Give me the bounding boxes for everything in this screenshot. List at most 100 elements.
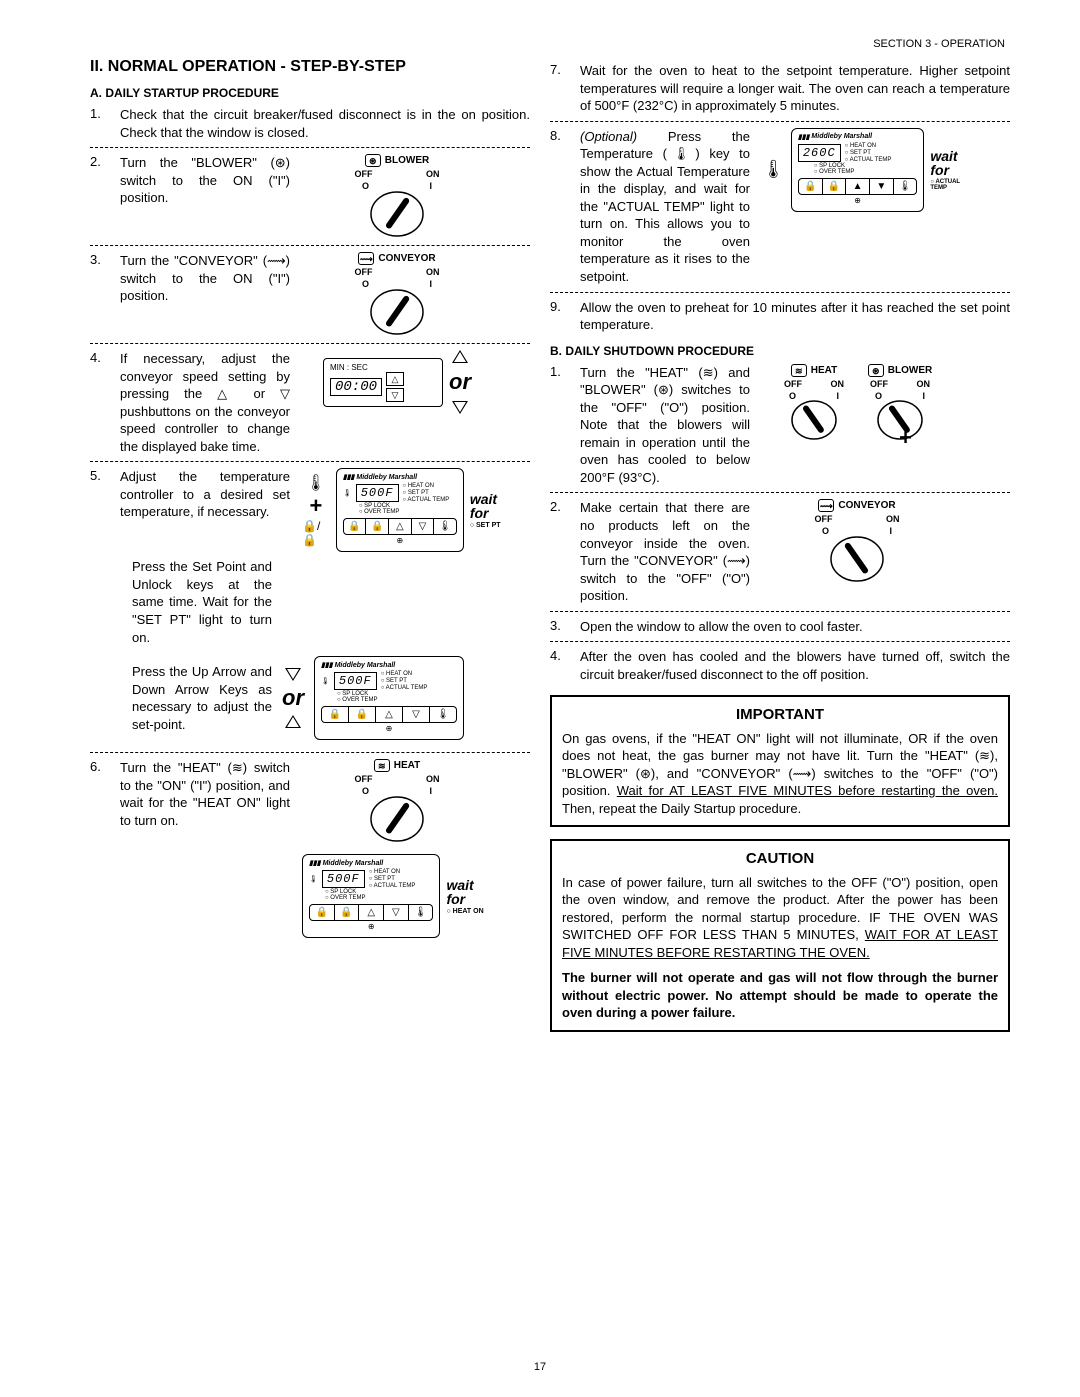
on-label: ON [917, 379, 931, 389]
step-num: 9. [550, 299, 568, 314]
conveyor-dial: ⟿CONVEYOR OFFON OI [302, 252, 492, 337]
down-btn: ▽ [386, 388, 404, 402]
step-num: 3. [90, 252, 108, 267]
important-title: IMPORTANT [562, 705, 998, 725]
shutdown-4: 4. After the oven has cooled and the blo… [550, 648, 1010, 683]
minsec-label: MIN : SEC [330, 363, 436, 372]
conveyor-off-dial: ⟿CONVEYOR OFFON OI [762, 499, 952, 584]
button-row: 🔒🔒△▽🌡 [309, 904, 433, 921]
control-panel: ▮▮▮ Middleby Marshall 260C HEAT ONSET PT… [791, 128, 925, 212]
step-5-sub1: Press the Set Point and Unlock keys at t… [132, 558, 530, 646]
on-label: ON [426, 267, 440, 277]
button-row: 🔒🔒▲▼🌡 [798, 178, 918, 195]
caution-text-2: The burner will not operate and gas will… [562, 969, 998, 1022]
step-text: After the oven has cooled and the blower… [580, 648, 1010, 683]
i-label: I [889, 526, 892, 536]
content-columns: II. NORMAL OPERATION - STEP-BY-STEP A. D… [90, 58, 1010, 1032]
step-6: 6. Turn the "HEAT" (≋) switch to the "ON… [90, 759, 530, 938]
separator [90, 461, 530, 462]
conveyor-icon: ⟿ [358, 252, 374, 265]
on-label: ON [886, 514, 900, 524]
screw-icon: ⊕ [321, 724, 457, 733]
off-label: OFF [355, 267, 373, 277]
leds: HEAT ONSET PTACTUAL TEMP [403, 483, 450, 503]
step-5: 5. Adjust the temperature controller to … [90, 468, 530, 552]
step-3: 3. Turn the "CONVEYOR" (⟿) switch to the… [90, 252, 530, 337]
wait-for: wait for [446, 878, 492, 906]
dial-icon [829, 534, 885, 584]
caution-title: CAUTION [562, 849, 998, 869]
plus-text: + [899, 425, 912, 451]
heat-blower-dials: ≋HEAT OFFON OI ⊛BLOWER OFFON OI + [762, 364, 952, 451]
actual-temp-panel: 🌡 ▮▮▮ Middleby Marshall 260C HEAT ONSET … [762, 128, 974, 212]
up-arrow-icon [285, 715, 301, 728]
thermometer-icon: 🌡 [309, 875, 318, 883]
separator [550, 611, 1010, 612]
dial-label: CONVEYOR [838, 500, 895, 511]
caution-box: CAUTION In case of power failure, turn a… [550, 839, 1010, 1032]
separator [550, 292, 1010, 293]
control-panel: ▮▮▮ Middleby Marshall 🌡 500F HEAT ONSET … [336, 468, 464, 552]
button-row: 🔒🔒△▽🌡 [321, 706, 457, 723]
o-label: O [362, 181, 369, 191]
wait-for: wait for [930, 149, 974, 177]
step-8: 8. (Optional) Press the Temperature (🌡) … [550, 128, 1010, 286]
blower-icon: ⊛ [868, 364, 884, 377]
brand: ▮▮▮ Middleby Marshall [798, 133, 918, 141]
brand: ▮▮▮ Middleby Marshall [309, 859, 433, 867]
screw-icon: ⊕ [798, 196, 918, 205]
actual-temp-label: ○ ACTUAL TEMP [930, 179, 974, 191]
important-box: IMPORTANT On gas ovens, if the "HEAT ON"… [550, 695, 1010, 827]
overtemp: ○ OVER TEMP [337, 697, 457, 703]
step-num: 7. [550, 62, 568, 77]
heat-icon: ≋ [791, 364, 807, 377]
heaton-label: ○ HEAT ON [446, 908, 492, 915]
or-text: or [282, 685, 304, 711]
step-num: 1. [550, 364, 568, 379]
header-section: SECTION 3 - OPERATION [873, 38, 1005, 50]
thermometer-icon: 🌡 [321, 677, 330, 685]
off-label: OFF [815, 514, 833, 524]
brand: ▮▮▮ Middleby Marshall [321, 661, 457, 669]
section-title: II. NORMAL OPERATION - STEP-BY-STEP [90, 58, 530, 76]
page-number: 17 [534, 1361, 546, 1373]
step-text: Turn the "CONVEYOR" (⟿) switch to the ON… [120, 252, 290, 305]
subhead-b: B. DAILY SHUTDOWN PROCEDURE [550, 344, 1010, 358]
on-label: ON [426, 169, 440, 179]
shutdown-3: 3. Open the window to allow the oven to … [550, 618, 1010, 636]
button-row: 🔒🔒△▽🌡 [343, 518, 457, 535]
blower-dial: ⊛BLOWER OFFON OI [302, 154, 492, 239]
step-text: Turn the "HEAT" (≋) switch to the "ON" (… [120, 759, 290, 829]
lock-pair-icon: 🔒/🔒 [302, 519, 330, 547]
conveyor-icon: ⟿ [818, 499, 834, 512]
wait-for: wait for [470, 492, 512, 520]
blower-icon: ⊛ [365, 154, 381, 167]
dial-icon [369, 287, 425, 337]
thermometer-icon: 🌡 [306, 473, 326, 493]
speed-display: 00:00 [330, 378, 382, 396]
overtemp: ○ OVER TEMP [814, 169, 918, 175]
off-label: OFF [355, 774, 373, 784]
step-num: 4. [90, 350, 108, 365]
on-label: ON [426, 774, 440, 784]
shutdown-2: 2. Make certain that there are no produc… [550, 499, 1010, 604]
overtemp: ○ OVER TEMP [359, 509, 457, 515]
sub-text: Press the Set Point and Unlock keys at t… [132, 558, 272, 646]
step-num: 2. [90, 154, 108, 169]
step-num: 6. [90, 759, 108, 774]
step-text: (Optional) Press the Temperature (🌡) key… [580, 128, 750, 286]
step-4: 4. If necessary, adjust the conveyor spe… [90, 350, 530, 455]
display: 500F [356, 484, 399, 502]
step-9: 9. Allow the oven to preheat for 10 minu… [550, 299, 1010, 334]
leds: HEAT ONSET PTACTUAL TEMP [369, 869, 416, 889]
left-column: II. NORMAL OPERATION - STEP-BY-STEP A. D… [90, 58, 530, 1032]
step-text: If necessary, adjust the conveyor speed … [120, 350, 290, 455]
i-label: I [429, 786, 432, 796]
temp-controller-1: 🌡 + 🔒/🔒 ▮▮▮ Middleby Marshall 🌡 500F HEA… [302, 468, 512, 552]
step-5-sub2: Press the Up Arrow and Down Arrow Keys a… [90, 656, 530, 740]
step-text: Make certain that there are no products … [580, 499, 750, 604]
separator [90, 147, 530, 148]
down-arrow-icon [285, 668, 301, 681]
off-label: OFF [784, 379, 802, 389]
dial-label: HEAT [394, 760, 420, 771]
